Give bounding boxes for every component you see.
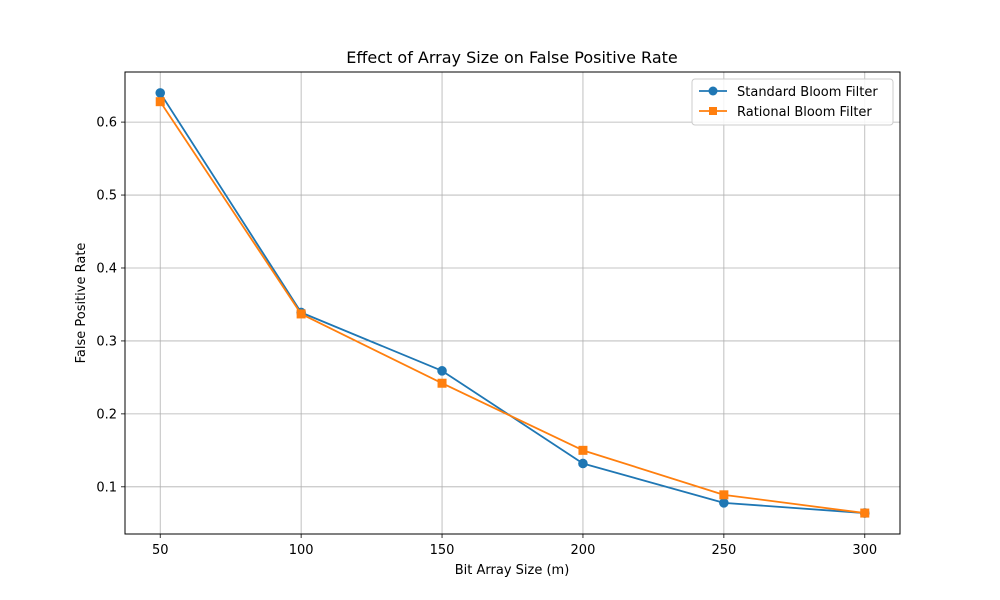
series-layer xyxy=(155,88,870,518)
legend-label-standard: Standard Bloom Filter xyxy=(737,85,878,100)
data-point-standard-bloom-filter xyxy=(437,366,447,376)
x-axis-title: Bit Array Size (m) xyxy=(455,563,570,578)
data-point-standard-bloom-filter xyxy=(155,88,166,98)
chart-title: Effect of Array Size on False Positive R… xyxy=(346,48,677,67)
series-rational-bloom-filter xyxy=(155,97,870,518)
legend-entry-rational: Rational Bloom Filter xyxy=(699,105,872,120)
x-tick-label: 150 xyxy=(430,543,455,558)
x-tick-label: 250 xyxy=(711,543,736,558)
data-point-rational-bloom-filter xyxy=(719,490,729,500)
axis-ticks: 50 100 150 200 250 300 0.1 0.2 0.3 0.4 0.5 0.6 xyxy=(96,116,877,558)
legend: Standard Bloom Filter Rational Bloom Fil… xyxy=(691,78,894,126)
data-point-rational-bloom-filter xyxy=(155,97,165,107)
y-tick-label: 0.2 xyxy=(96,407,117,422)
x-tick-label: 300 xyxy=(852,543,877,558)
data-point-rational-bloom-filter xyxy=(296,309,306,319)
legend-marker-circle xyxy=(708,86,718,96)
x-tick-label: 200 xyxy=(571,543,596,558)
data-point-rational-bloom-filter xyxy=(437,378,447,388)
y-tick-label: 0.4 xyxy=(96,261,117,276)
data-point-rational-bloom-filter xyxy=(578,445,588,455)
x-tick-label: 50 xyxy=(152,543,169,558)
y-tick-label: 0.6 xyxy=(96,116,117,131)
legend-label-rational: Rational Bloom Filter xyxy=(737,105,872,120)
legend-entry-standard: Standard Bloom Filter xyxy=(699,85,878,100)
y-tick-label: 0.5 xyxy=(96,189,117,204)
plot-area-frame xyxy=(124,71,901,535)
y-axis-title: False Positive Rate xyxy=(74,243,89,364)
y-tick-label: 0.3 xyxy=(96,334,117,349)
data-point-standard-bloom-filter xyxy=(578,458,588,469)
legend-box xyxy=(691,78,894,126)
data-point-rational-bloom-filter xyxy=(860,508,870,518)
legend-marker-square xyxy=(709,107,717,115)
y-tick-label: 0.1 xyxy=(96,480,117,495)
series-line-rational-bloom-filter xyxy=(159,101,865,514)
data-point-standard-bloom-filter xyxy=(719,498,729,508)
x-tick-label: 100 xyxy=(289,543,314,558)
grid-lines xyxy=(125,72,900,534)
